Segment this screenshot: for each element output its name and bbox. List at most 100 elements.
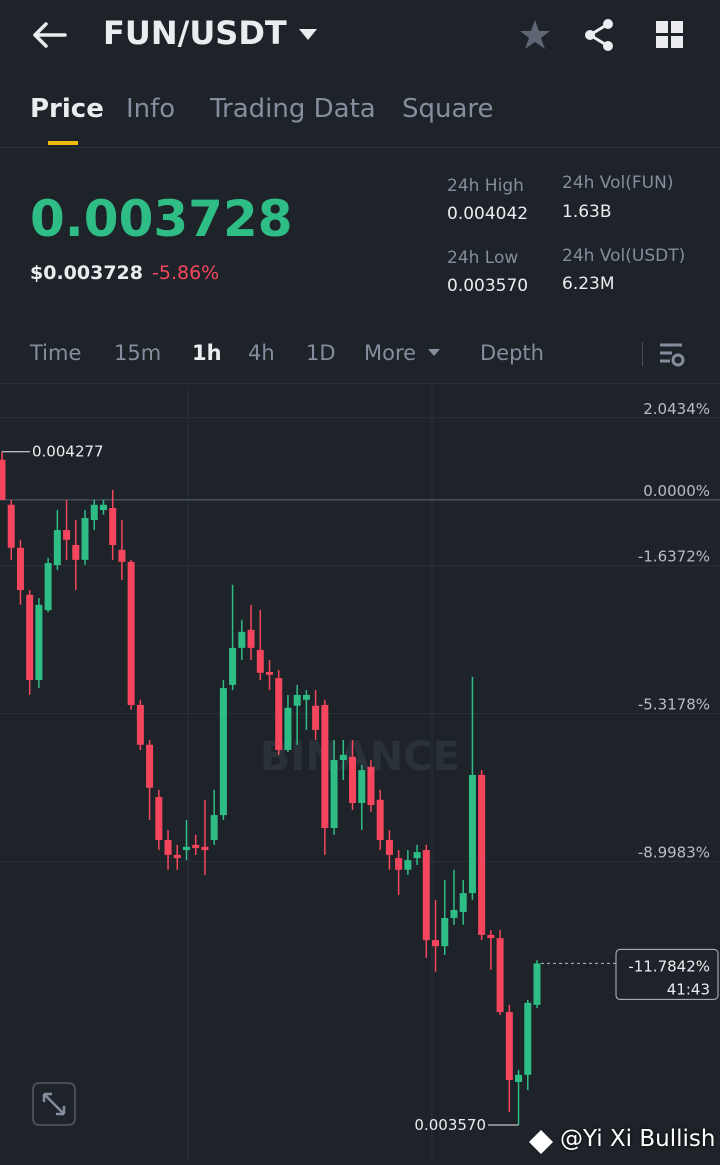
interval[interactable]: Depth [480,341,544,365]
stat-value: 6.23M [562,274,615,294]
y-tick-label: 0.0000% [643,482,710,500]
pair-dropdown[interactable] [298,28,318,42]
candle-body [109,508,117,545]
candle-body [26,594,34,681]
candle-body [173,854,181,859]
candle-body [44,563,52,611]
candle-body [63,530,71,540]
candle-body [229,647,237,685]
candle-body [0,459,6,500]
candle-body [136,704,144,745]
max-label: 0.004277 [32,443,104,461]
candle-body [524,1002,532,1075]
expand-button[interactable] [32,1082,76,1126]
chart-settings[interactable] [658,342,686,368]
candle-body [7,504,15,548]
candle-body [358,770,366,804]
candle-body [385,840,393,855]
y-tick-label: -5.3178% [638,696,710,714]
interval[interactable]: Time [30,341,82,365]
candle-body [459,893,467,912]
candle-body [450,909,458,919]
stat-value: 0.003570 [447,276,529,296]
grid-icon[interactable] [655,20,685,50]
candle-body [441,918,449,947]
interval[interactable]: 1h [192,341,222,365]
stat-label: 24h Vol(FUN) [562,173,674,193]
tab-indicator [48,141,78,145]
favorite-star[interactable] [518,18,552,52]
stat-value: 1.63B [562,202,612,222]
candle-body [349,756,357,804]
interval[interactable]: 1D [306,341,336,365]
divider [0,383,720,384]
candle-body [321,704,329,828]
candle-body [487,934,495,939]
price-change: -5.86% [152,262,220,284]
candle-body [192,844,200,849]
candle-body [210,815,218,841]
interval[interactable]: 4h [248,341,275,365]
candle-body [16,547,24,591]
watermark-credit: @Yi Xi Bullish [560,1126,716,1152]
stat-label: 24h Vol(USDT) [562,246,686,266]
tab[interactable]: Trading Data [210,94,376,124]
candle-body [99,504,107,511]
candle-body [339,754,347,761]
candle-body [266,672,273,675]
back-arrow[interactable] [32,20,68,50]
tab[interactable]: Square [402,94,494,124]
candle-body [432,940,440,947]
candle-body [330,760,338,828]
last-price: 0.003728 [30,190,293,248]
candle-body [404,860,412,870]
candle-body [53,530,61,566]
candle-body [422,850,430,941]
last-price-box [615,948,719,1000]
candle-body [312,705,320,730]
stat-value: 0.004042 [447,204,529,224]
candle-body [478,774,486,935]
tab[interactable]: Price [30,94,104,124]
more-dropdown[interactable] [427,348,441,358]
countdown: 41:43 [667,980,710,998]
credit-logo [529,1130,553,1154]
candle-body [247,629,255,648]
candle-body [35,604,43,681]
last-price-label: -11.7842% [628,957,710,975]
separator [642,342,643,366]
stat-label: 24h Low [447,248,519,268]
candle-body [284,707,292,750]
min-label: 0.003570 [414,1116,486,1134]
candle-body [505,1012,513,1081]
candle-body [81,518,89,560]
interval[interactable]: 15m [114,341,162,365]
tab[interactable]: Info [126,94,176,124]
candle-body [182,846,190,851]
candle-body [367,766,375,806]
price-usd: $0.003728 [30,262,143,284]
y-tick-label: -8.9983% [638,844,710,862]
candle-body [155,797,163,841]
candle-body [293,694,301,706]
y-tick-label: 2.0434% [643,400,710,418]
candle-body [219,688,227,816]
candle-body [395,858,403,870]
candle-body [118,549,126,562]
candle-body [238,631,246,648]
candle-body [256,649,264,673]
candle-body [72,544,80,560]
candle-body [533,963,541,1005]
candle-body [515,1074,523,1083]
divider [0,147,720,148]
candle-body [201,846,209,851]
share-icon[interactable] [582,18,616,52]
candle-body [146,744,154,788]
candle-body [90,504,98,521]
interval[interactable]: More [364,341,417,365]
candle-body [302,694,310,700]
candle-body [468,774,476,894]
pair-title[interactable]: FUN/USDT [103,14,287,52]
